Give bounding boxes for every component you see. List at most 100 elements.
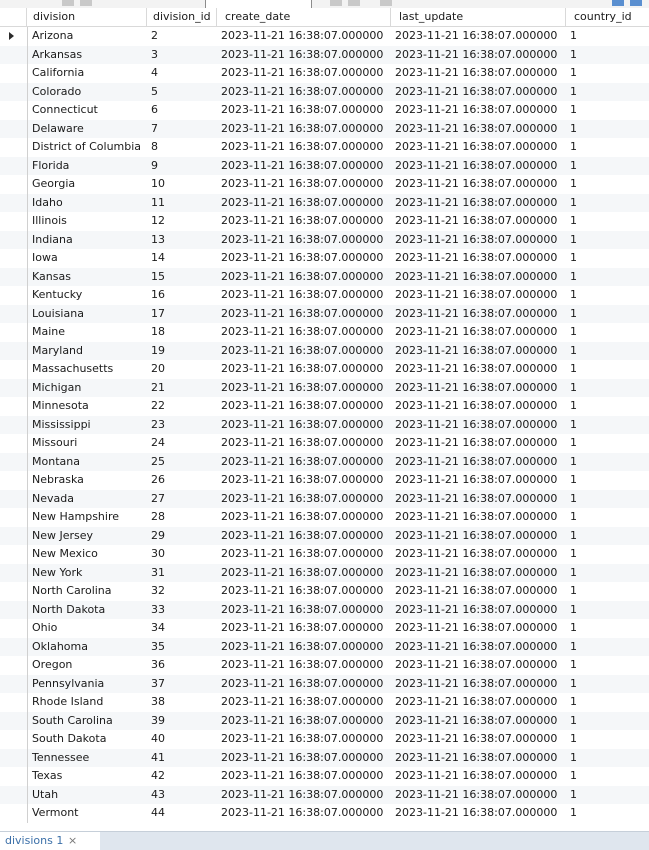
row-header[interactable] bbox=[0, 46, 27, 65]
cell-country-id[interactable]: 1 bbox=[570, 713, 577, 727]
cell-division[interactable]: New Hampshire bbox=[27, 508, 147, 527]
cell-division-id[interactable]: 21 bbox=[151, 380, 165, 394]
cell-create-date[interactable]: 2023-11-21 16:38:07.000000 bbox=[221, 177, 384, 190]
table-row[interactable]: Louisiana 17 2023-11-21 16:38:07.000000 202… bbox=[0, 304, 649, 323]
cell-division[interactable]: North Dakota bbox=[27, 600, 147, 619]
cell-division-id[interactable]: 26 bbox=[151, 473, 165, 486]
cell-division[interactable]: Michigan bbox=[27, 378, 147, 397]
table-row[interactable]: Missouri 24 2023-11-21 16:38:07.000000 2023… bbox=[0, 434, 649, 453]
cell-last-update[interactable]: 2023-11-21 16:38:07.000000 bbox=[395, 29, 558, 42]
table-row[interactable]: Tennessee 41 2023-11-21 16:38:07.000000 202… bbox=[0, 748, 649, 767]
table-row[interactable]: Kentucky 16 2023-11-21 16:38:07.000000 2023… bbox=[0, 286, 649, 305]
row-header[interactable] bbox=[0, 508, 27, 527]
cell-create-date[interactable]: 2023-11-21 16:38:07.000000 bbox=[221, 325, 384, 338]
cell-division[interactable]: Florida bbox=[27, 156, 147, 175]
table-row[interactable]: Kansas 15 2023-11-21 16:38:07.000000 2023-1… bbox=[0, 267, 649, 286]
cell-division[interactable]: Idaho bbox=[27, 193, 147, 212]
table-row[interactable]: Pennsylvania 37 2023-11-21 16:38:07.000000… bbox=[0, 674, 649, 693]
cell-country-id[interactable]: 1 bbox=[570, 343, 577, 357]
cell-division[interactable]: South Carolina bbox=[27, 711, 147, 730]
cell-division[interactable]: Connecticut bbox=[27, 101, 147, 120]
cell-division-id[interactable]: 8 bbox=[151, 140, 158, 153]
cell-division-id[interactable]: 30 bbox=[151, 547, 165, 560]
cell-country-id[interactable]: 1 bbox=[570, 140, 577, 153]
row-header[interactable] bbox=[0, 249, 27, 268]
cell-last-update[interactable]: 2023-11-21 16:38:07.000000 bbox=[395, 695, 558, 708]
row-header[interactable] bbox=[0, 693, 27, 712]
table-row[interactable]: Oklahoma 35 2023-11-21 16:38:07.000000 2023… bbox=[0, 637, 649, 656]
cell-division[interactable]: New York bbox=[27, 563, 147, 582]
row-header[interactable] bbox=[0, 101, 27, 120]
cell-division-id[interactable]: 19 bbox=[151, 343, 165, 357]
cell-country-id[interactable]: 1 bbox=[570, 269, 577, 283]
row-header[interactable] bbox=[0, 786, 27, 805]
cell-last-update[interactable]: 2023-11-21 16:38:07.000000 bbox=[395, 214, 558, 227]
cell-country-id[interactable]: 1 bbox=[570, 177, 577, 190]
cell-country-id[interactable]: 1 bbox=[570, 510, 577, 523]
table-row[interactable]: New Hampshire 28 2023-11-21 16:38:07.00000… bbox=[0, 508, 649, 527]
cell-division-id[interactable]: 20 bbox=[151, 362, 165, 375]
cell-last-update[interactable]: 2023-11-21 16:38:07.000000 bbox=[395, 621, 558, 634]
cell-last-update[interactable]: 2023-11-21 16:38:07.000000 bbox=[395, 140, 558, 153]
table-row[interactable]: Florida 9 2023-11-21 16:38:07.000000 2023-1… bbox=[0, 156, 649, 175]
row-header-corner[interactable] bbox=[0, 8, 27, 26]
cell-division-id[interactable]: 14 bbox=[151, 251, 165, 264]
cell-country-id[interactable]: 1 bbox=[570, 232, 577, 246]
table-row[interactable]: Ohio 34 2023-11-21 16:38:07.000000 2023-11-… bbox=[0, 619, 649, 638]
cell-country-id[interactable]: 1 bbox=[570, 84, 577, 98]
cell-division[interactable]: Kentucky bbox=[27, 286, 147, 305]
cell-division-id[interactable]: 7 bbox=[151, 121, 158, 135]
cell-division[interactable]: Vermont bbox=[27, 804, 147, 823]
cell-create-date[interactable]: 2023-11-21 16:38:07.000000 bbox=[221, 288, 384, 301]
cell-create-date[interactable]: 2023-11-21 16:38:07.000000 bbox=[221, 639, 384, 653]
cell-country-id[interactable]: 1 bbox=[570, 288, 577, 301]
toolbar-icon[interactable] bbox=[80, 0, 92, 6]
cell-division-id[interactable]: 29 bbox=[151, 528, 165, 542]
cell-country-id[interactable]: 1 bbox=[570, 251, 577, 264]
cell-last-update[interactable]: 2023-11-21 16:38:07.000000 bbox=[395, 602, 558, 616]
cell-division-id[interactable]: 18 bbox=[151, 325, 165, 338]
cell-division-id[interactable]: 44 bbox=[151, 806, 165, 819]
cell-country-id[interactable]: 1 bbox=[570, 214, 577, 227]
table-row[interactable]: Georgia 10 2023-11-21 16:38:07.000000 2023-… bbox=[0, 175, 649, 194]
cell-create-date[interactable]: 2023-11-21 16:38:07.000000 bbox=[221, 47, 384, 61]
cell-create-date[interactable]: 2023-11-21 16:38:07.000000 bbox=[221, 103, 384, 116]
row-header[interactable] bbox=[0, 64, 27, 83]
row-header[interactable] bbox=[0, 527, 27, 546]
cell-create-date[interactable]: 2023-11-21 16:38:07.000000 bbox=[221, 195, 384, 209]
table-row[interactable]: South Carolina 39 2023-11-21 16:38:07.0000… bbox=[0, 711, 649, 730]
cell-create-date[interactable]: 2023-11-21 16:38:07.000000 bbox=[221, 695, 384, 708]
cell-create-date[interactable]: 2023-11-21 16:38:07.000000 bbox=[221, 454, 384, 468]
cell-last-update[interactable]: 2023-11-21 16:38:07.000000 bbox=[395, 380, 558, 394]
cell-last-update[interactable]: 2023-11-21 16:38:07.000000 bbox=[395, 473, 558, 486]
cell-last-update[interactable]: 2023-11-21 16:38:07.000000 bbox=[395, 306, 558, 320]
table-row[interactable]: Michigan 21 2023-11-21 16:38:07.000000 2023… bbox=[0, 378, 649, 397]
cell-last-update[interactable]: 2023-11-21 16:38:07.000000 bbox=[395, 491, 558, 505]
column-header-division[interactable]: division bbox=[27, 8, 147, 26]
cell-create-date[interactable]: 2023-11-21 16:38:07.000000 bbox=[221, 602, 384, 616]
row-header[interactable] bbox=[0, 656, 27, 675]
table-row[interactable]: New Jersey 29 2023-11-21 16:38:07.000000 20… bbox=[0, 526, 649, 546]
cell-division[interactable]: Georgia bbox=[27, 175, 147, 194]
cell-last-update[interactable]: 2023-11-21 16:38:07.000000 bbox=[395, 417, 558, 431]
cell-create-date[interactable]: 2023-11-21 16:38:07.000000 bbox=[221, 621, 384, 634]
cell-division-id[interactable]: 43 bbox=[151, 787, 165, 801]
table-row[interactable]: Idaho 11 2023-11-21 16:38:07.000000 2023-11… bbox=[0, 193, 649, 212]
cell-division[interactable]: South Dakota bbox=[27, 730, 147, 749]
row-header[interactable] bbox=[0, 323, 27, 342]
cell-country-id[interactable]: 1 bbox=[570, 473, 577, 486]
cell-country-id[interactable]: 1 bbox=[570, 732, 577, 745]
cell-create-date[interactable]: 2023-11-21 16:38:07.000000 bbox=[221, 380, 384, 394]
cell-division[interactable]: Indiana bbox=[27, 230, 147, 249]
cell-division[interactable]: Pennsylvania bbox=[27, 674, 147, 693]
cell-division[interactable]: Maryland bbox=[27, 341, 147, 360]
cell-last-update[interactable]: 2023-11-21 16:38:07.000000 bbox=[395, 399, 558, 412]
toolbar-icon[interactable] bbox=[330, 0, 342, 6]
cell-create-date[interactable]: 2023-11-21 16:38:07.000000 bbox=[221, 232, 384, 246]
cell-create-date[interactable]: 2023-11-21 16:38:07.000000 bbox=[221, 84, 384, 98]
cell-country-id[interactable]: 1 bbox=[570, 399, 577, 412]
cell-create-date[interactable]: 2023-11-21 16:38:07.000000 bbox=[221, 343, 384, 357]
row-header[interactable] bbox=[0, 27, 27, 46]
cell-division-id[interactable]: 24 bbox=[151, 436, 165, 449]
cell-create-date[interactable]: 2023-11-21 16:38:07.000000 bbox=[221, 436, 384, 449]
